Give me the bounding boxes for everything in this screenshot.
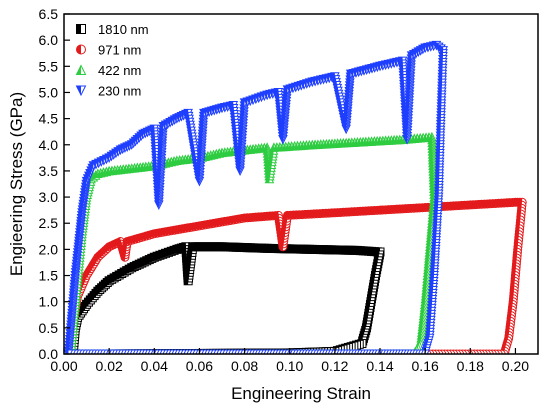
x-tick-label: 0.16 [412,358,439,374]
legend-label: 1810 nm [98,22,149,37]
y-axis-label: Engieering Stress (GPa) [7,92,26,276]
y-tick-label: 0.0 [39,346,59,362]
series-971-nm [66,197,527,354]
y-tick-label: 6.0 [39,32,59,48]
x-axis-ticks: 0.00 0.02 0.04 0.06 0.08 0.10 0.12 0.14 0.16 0.18… [50,348,529,374]
plot-frame [63,13,539,355]
x-tick-label: 0.20 [502,358,529,374]
y-tick-label: 6.5 [39,6,59,22]
legend-item: 230 nm [75,84,141,99]
legend-marker [76,44,86,55]
y-tick-label: 0.5 [39,320,59,336]
y-tick-label: 4.0 [39,137,59,153]
y-tick-label: 5.0 [39,84,59,100]
legend-item: 422 nm [75,63,141,78]
x-tick-label: 0.04 [141,358,168,374]
legend-label: 230 nm [98,84,141,99]
y-tick-label: 2.5 [39,215,59,231]
y-tick-label: 5.5 [39,58,59,74]
y-tick-label: 1.0 [39,294,59,310]
x-tick-label: 0.06 [186,358,213,374]
y-tick-label: 1.5 [39,268,59,284]
legend-marker [75,64,87,75]
y-tick-label: 2.0 [39,241,59,257]
data-point [64,349,74,354]
x-tick-label: 0.08 [231,358,258,374]
x-tick-label: 0.00 [50,358,77,374]
y-tick-label: 3.5 [39,163,59,179]
x-axis-label: Engineering Strain [231,384,371,403]
series-230-nm [64,40,449,354]
legend-item: 1810 nm [76,22,149,37]
series-1810-nm [68,242,385,354]
y-axis-ticks: 0.0 0.5 1.0 1.5 2.0 2.5 3.0 3.5 4.0 4.5 5.0 5.5 6.0 6… [39,6,70,362]
x-tick-label: 0.12 [321,358,348,374]
legend-marker [75,85,87,97]
x-tick-label: 0.02 [96,358,123,374]
x-tick-label: 0.14 [366,358,393,374]
y-tick-label: 4.5 [39,111,59,127]
y-tick-label: 3.0 [39,189,59,205]
legend-item: 971 nm [76,43,141,58]
legend-marker [76,24,86,34]
x-tick-label: 0.18 [457,358,484,374]
legend: 1810 nm 971 nm 422 nm 230 nm [75,22,149,99]
legend-label: 422 nm [98,63,141,78]
x-tick-label: 0.10 [276,358,303,374]
legend-label: 971 nm [98,43,141,58]
